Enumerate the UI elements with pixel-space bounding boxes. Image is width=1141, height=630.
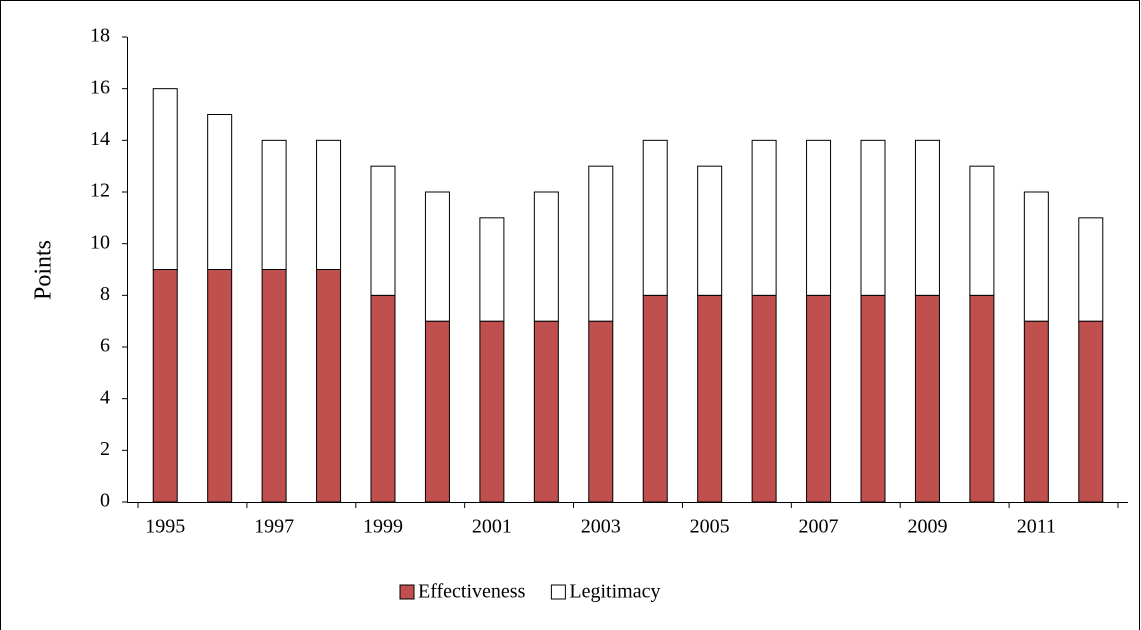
y-tick-label: 16 bbox=[90, 76, 110, 98]
bar-segment bbox=[261, 139, 287, 270]
legend-label: Effectiveness bbox=[418, 581, 526, 603]
legend-swatch bbox=[550, 584, 566, 600]
bar-segment bbox=[969, 294, 995, 503]
x-tick-label: 2011 bbox=[1017, 516, 1056, 538]
x-tick-label: 1999 bbox=[363, 516, 403, 538]
bar-segment bbox=[860, 294, 886, 503]
bar-segment bbox=[1078, 217, 1104, 322]
bar-segment bbox=[697, 294, 723, 503]
y-tick-label: 0 bbox=[100, 490, 110, 512]
bar-segment bbox=[860, 139, 886, 296]
bar-segment bbox=[642, 139, 668, 296]
y-tick-label: 12 bbox=[90, 180, 110, 202]
bar-segment bbox=[207, 114, 233, 270]
bar-segment bbox=[152, 88, 178, 270]
y-tick-label: 10 bbox=[90, 231, 110, 253]
bar-segment bbox=[370, 165, 396, 296]
y-tick-label: 18 bbox=[90, 25, 110, 47]
bar-segment bbox=[914, 294, 940, 503]
x-tick-label: 2007 bbox=[799, 516, 839, 538]
bar-segment bbox=[261, 269, 287, 503]
x-tick-label: 2009 bbox=[907, 516, 947, 538]
bar-segment bbox=[533, 191, 559, 322]
bar-segment bbox=[424, 320, 450, 503]
bar-segment bbox=[588, 320, 614, 503]
x-tick-label: 2001 bbox=[472, 516, 512, 538]
x-tick-label: 1997 bbox=[254, 516, 294, 538]
y-axis-label: Points bbox=[31, 240, 57, 300]
y-tick-label: 8 bbox=[100, 283, 110, 305]
bar-segment bbox=[697, 165, 723, 296]
bar-segment bbox=[1023, 320, 1049, 503]
bar-segment bbox=[479, 320, 505, 503]
bar-segment bbox=[316, 269, 342, 503]
bar-segment bbox=[806, 139, 832, 296]
bar-segment bbox=[152, 269, 178, 503]
bar-segment bbox=[479, 217, 505, 322]
bar-segment bbox=[914, 139, 940, 296]
y-tick-label: 2 bbox=[100, 438, 110, 460]
bar-segment bbox=[207, 269, 233, 503]
y-tick-label: 4 bbox=[100, 386, 110, 408]
bar-segment bbox=[588, 165, 614, 322]
x-tick-label: 1995 bbox=[145, 516, 185, 538]
bar-segment bbox=[1078, 320, 1104, 503]
legend-swatch bbox=[399, 584, 415, 600]
bar-segment bbox=[751, 294, 777, 503]
bar-segment bbox=[642, 294, 668, 503]
bar-segment bbox=[806, 294, 832, 503]
bar-segment bbox=[424, 191, 450, 322]
bar-segment bbox=[316, 139, 342, 270]
x-tick-label: 2005 bbox=[690, 516, 730, 538]
y-tick-label: 6 bbox=[100, 335, 110, 357]
y-tick-label: 14 bbox=[90, 128, 110, 150]
bar-segment bbox=[1023, 191, 1049, 322]
bar-segment bbox=[969, 165, 995, 296]
x-tick-label: 2003 bbox=[581, 516, 621, 538]
bar-segment bbox=[751, 139, 777, 296]
bar-segment bbox=[533, 320, 559, 503]
legend-label: Legitimacy bbox=[569, 581, 660, 603]
bar-segment bbox=[370, 294, 396, 503]
